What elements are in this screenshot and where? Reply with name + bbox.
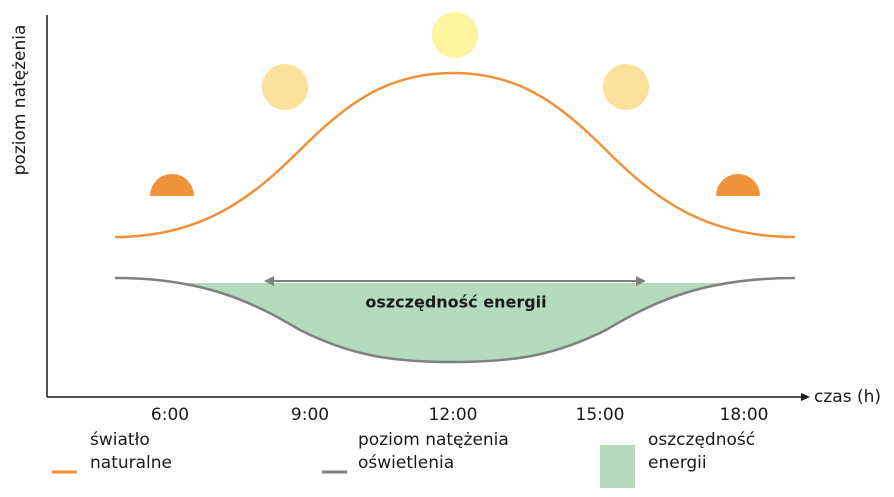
- annotation: oszczędność energii: [365, 293, 546, 312]
- x-tick-label: 12:00: [429, 405, 478, 425]
- sun-set: [716, 174, 760, 196]
- legend-label: naturalne: [90, 453, 172, 473]
- y-axis-label: poziom natężenia: [10, 25, 30, 176]
- savings-area: [115, 283, 795, 362]
- x-axis-label: czas (h): [814, 387, 881, 407]
- x-tick-label: 9:00: [291, 405, 329, 425]
- x-tick-label: 18:00: [720, 405, 769, 425]
- legend-swatch: [600, 445, 635, 488]
- x-tick-label: 15:00: [576, 405, 625, 425]
- x-tick-label: 6:00: [151, 405, 189, 425]
- sun-morning: [262, 64, 308, 110]
- sun-noon: [432, 12, 478, 58]
- legend-label: poziom natężenia: [358, 430, 509, 450]
- savings-arrow: [264, 276, 646, 286]
- sun-afternoon: [603, 64, 649, 110]
- legend-label: światło: [90, 430, 150, 450]
- natural-light-curve: [114, 71, 796, 239]
- legend-label: oświetlenia: [358, 453, 454, 473]
- x-axis-arrow: [801, 393, 810, 401]
- sun-rise: [150, 174, 194, 196]
- lighting-curve: [114, 276, 796, 364]
- legend-label: energii: [648, 453, 707, 473]
- legend-label: oszczędność: [648, 430, 755, 450]
